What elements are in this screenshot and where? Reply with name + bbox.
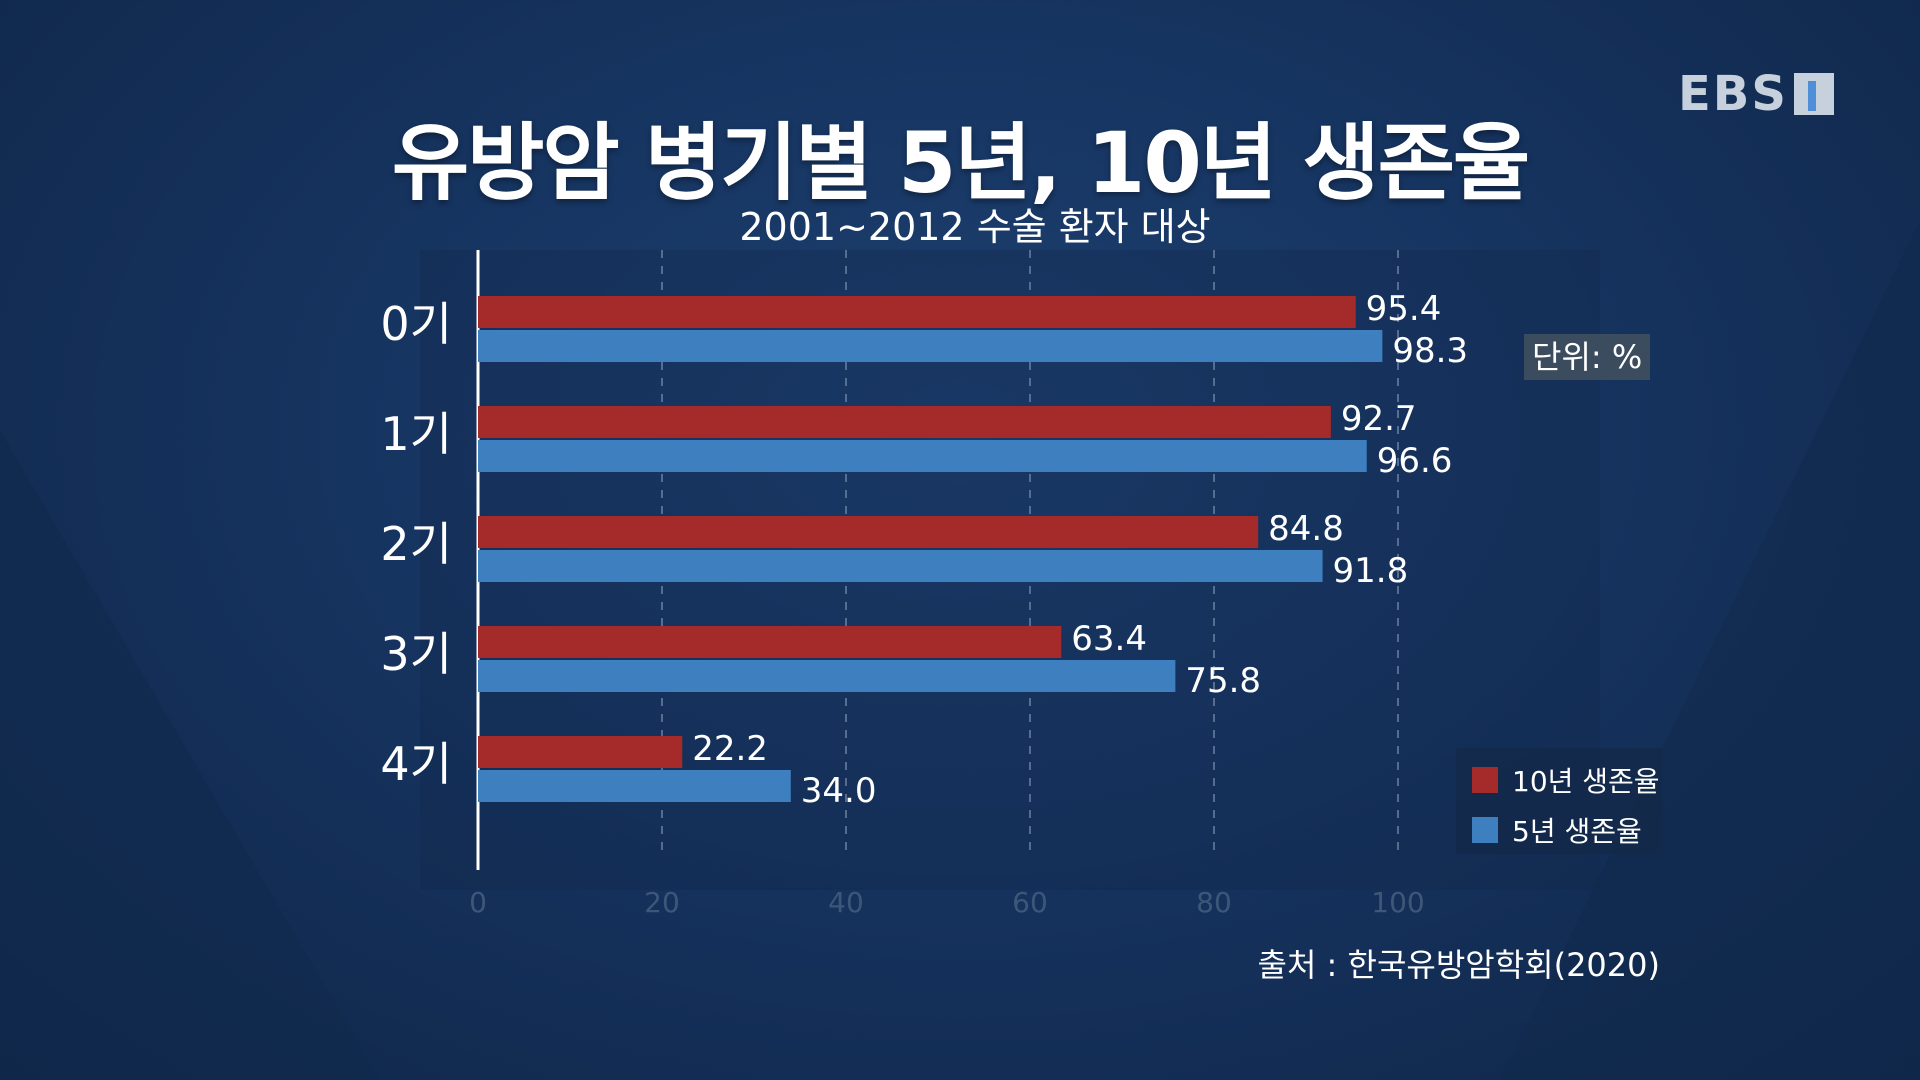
bar-5-year: [478, 660, 1176, 692]
bar-chart: 0 20 40 60 80 100 0기 95.498.3 1기 92.796.6 2기 84.891…: [380, 250, 1468, 919]
bar-10-year: [478, 516, 1259, 548]
category-label: 1기: [380, 407, 452, 461]
data-label-5-year: 98.3: [1392, 331, 1468, 371]
chart-plot-area: 0 20 40 60 80 100 0기 95.4 98.3 1기 92.7 96.6 2기 84.8 91…: [300, 250, 1660, 919]
bar-5-year: [478, 770, 791, 802]
chart-subtitle: 2001~2012 수술 환자 대상: [739, 205, 1211, 249]
data-label-10-year: 63.4: [1071, 619, 1147, 659]
x-tick-label: 100: [1371, 886, 1424, 919]
data-label-10-year: 84.8: [1268, 509, 1344, 549]
legend-label-10-year: 10년 생존율: [1512, 765, 1660, 798]
logo-mark-icon: [1793, 73, 1834, 115]
bar-5-year: [478, 330, 1383, 362]
legend-swatch-5-year: [1472, 817, 1498, 843]
data-label-5-year: 34.0: [801, 771, 877, 811]
category-label: 4기: [380, 737, 452, 791]
x-tick-label: 20: [644, 886, 680, 919]
bar-10-year: [478, 296, 1356, 328]
data-label-10-year: 95.4: [1366, 289, 1442, 329]
legend-label-5-year: 5년 생존율: [1512, 815, 1642, 848]
legend-item-10-year: 10년 생존율: [1472, 760, 1660, 800]
data-label-5-year: 91.8: [1333, 551, 1409, 591]
data-label-10-year: 22.2: [692, 729, 768, 769]
bar-10-year: [478, 736, 683, 768]
data-label-5-year: 75.8: [1185, 661, 1261, 701]
category-label: 2기: [380, 517, 452, 571]
legend-item-5-year: 5년 생존율: [1472, 810, 1642, 850]
chart-title: 유방암 병기별 5년, 10년 생존율: [391, 114, 1530, 212]
ebs-logo: EBS: [1678, 66, 1834, 122]
data-label-10-year: 92.7: [1341, 399, 1417, 439]
data-label-5-year: 96.6: [1377, 441, 1453, 481]
x-tick-label: 40: [828, 886, 864, 919]
unit-badge: 단위: %: [1524, 334, 1651, 380]
source-note: 출처 : 한국유방암학회(2020): [1257, 946, 1661, 984]
category-label: 3기: [380, 627, 452, 681]
chart-legend: 10년 생존율 5년 생존율: [1456, 748, 1662, 854]
bar-10-year: [478, 626, 1062, 658]
x-tick-label: 60: [1012, 886, 1048, 919]
x-tick-label: 80: [1196, 886, 1232, 919]
x-tick-label: 0: [469, 886, 487, 919]
logo-text: EBS: [1678, 66, 1788, 122]
legend-swatch-10-year: [1472, 767, 1498, 793]
bar-10-year: [478, 406, 1331, 438]
bar-5-year: [478, 440, 1367, 472]
bar-5-year: [478, 550, 1323, 582]
category-label: 0기: [380, 297, 452, 351]
